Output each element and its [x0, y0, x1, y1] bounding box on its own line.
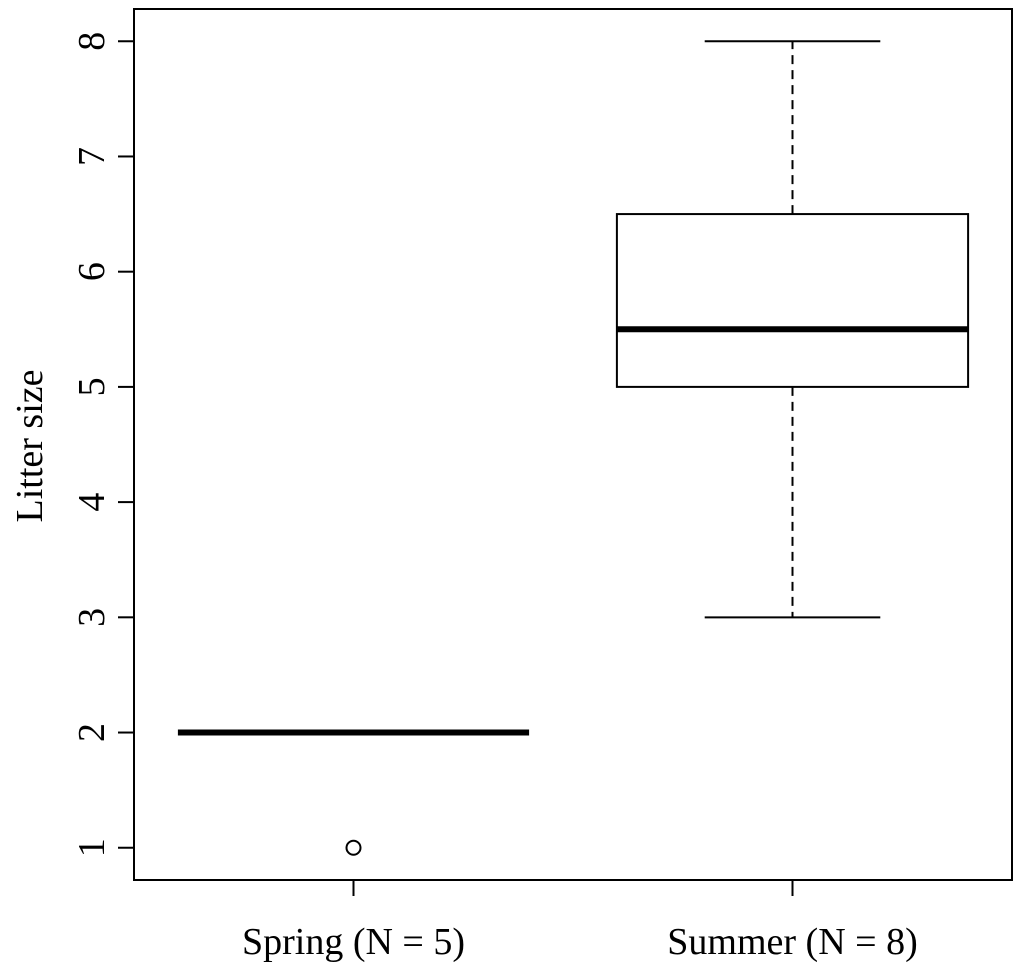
box-group: [177, 729, 530, 856]
x-tick-label: Summer (N = 8): [667, 921, 917, 963]
outlier-point: [345, 839, 362, 856]
iqr-box: [615, 213, 970, 388]
plot-frame: [133, 8, 1013, 881]
y-tick-label: 1: [71, 838, 113, 857]
boxes: [177, 40, 970, 856]
y-tick-label: 4: [71, 493, 113, 512]
x-axis: Spring (N = 5) Summer (N = 8): [242, 880, 918, 963]
y-tick-label: 6: [71, 262, 113, 281]
y-axis-title: Litter size: [9, 370, 51, 523]
y-tick-label: 2: [71, 723, 113, 742]
y-axis: 1 2 3 4 5 6 7 8: [71, 32, 134, 857]
box-group: [615, 40, 970, 619]
y-tick-label: 7: [71, 147, 113, 166]
x-tick-label: Spring (N = 5): [242, 921, 465, 963]
y-tick-label: 3: [71, 608, 113, 627]
y-tick-label: 8: [71, 32, 113, 51]
y-tick-label: 5: [71, 377, 113, 396]
